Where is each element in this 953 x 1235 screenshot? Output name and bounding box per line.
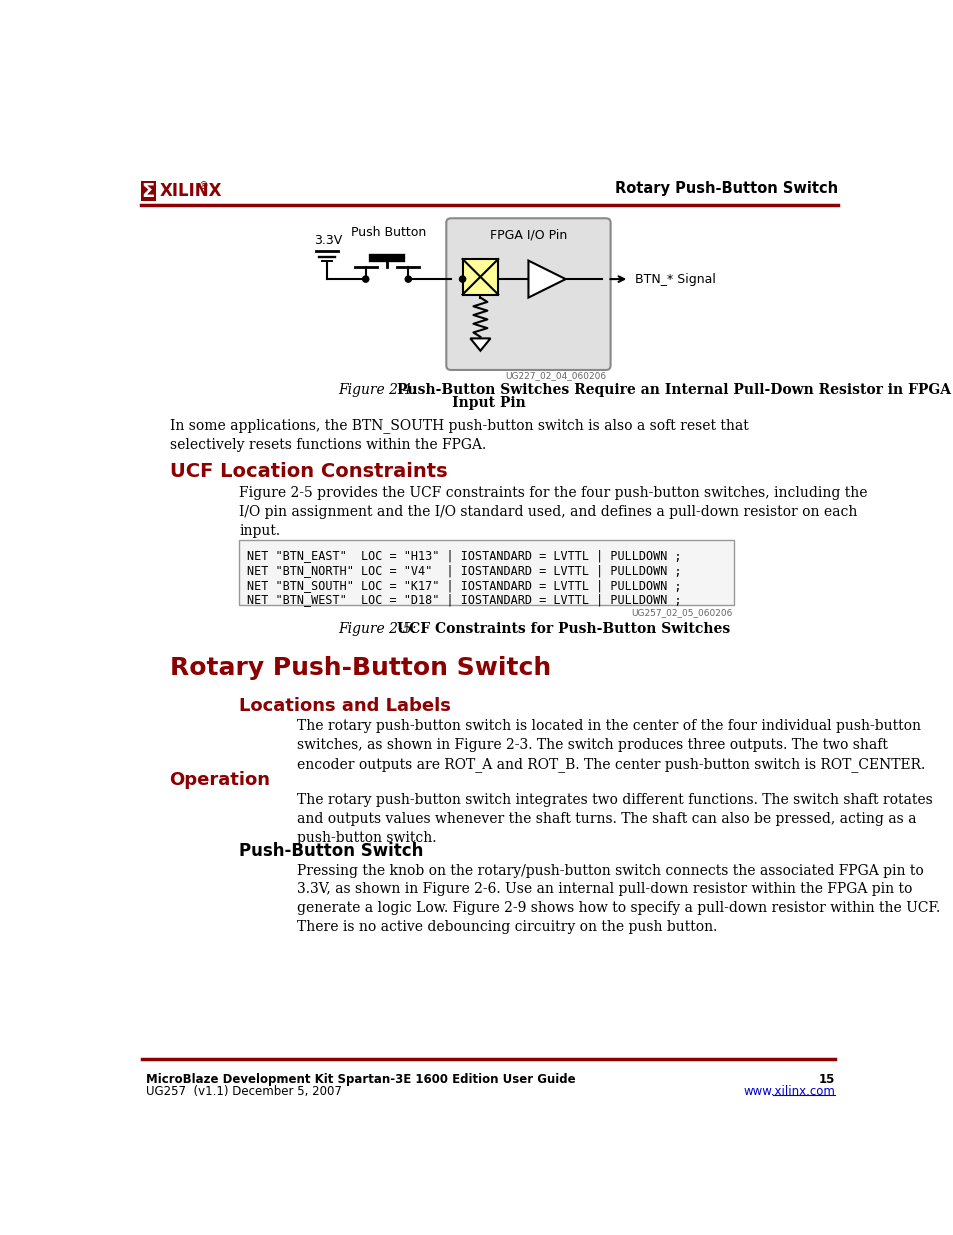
Bar: [239, 540, 733, 605]
Text: 15: 15: [818, 1073, 835, 1086]
Text: Rotary Push-Button Switch: Rotary Push-Button Switch: [615, 180, 838, 195]
Circle shape: [362, 275, 369, 282]
Text: Push Button: Push Button: [351, 226, 426, 240]
Text: XILINX: XILINX: [159, 182, 222, 200]
Text: UCF Constraints for Push-Button Switches: UCF Constraints for Push-Button Switches: [396, 621, 729, 636]
Text: NET "BTN_WEST"  LOC = "D18" | IOSTANDARD = LVTTL | PULLDOWN ;: NET "BTN_WEST" LOC = "D18" | IOSTANDARD …: [247, 593, 681, 606]
Text: 3.3V: 3.3V: [314, 235, 342, 247]
Text: www.xilinx.com: www.xilinx.com: [742, 1086, 835, 1098]
FancyBboxPatch shape: [446, 219, 610, 370]
Text: UCF Location Constraints: UCF Location Constraints: [170, 462, 447, 480]
Text: ®: ®: [199, 182, 209, 191]
Text: In some applications, the BTN_SOUTH push-button switch is also a soft reset that: In some applications, the BTN_SOUTH push…: [170, 419, 747, 452]
Text: FPGA I/O Pin: FPGA I/O Pin: [489, 228, 566, 242]
Text: BTN_* Signal: BTN_* Signal: [635, 273, 716, 285]
Text: Operation: Operation: [170, 771, 271, 789]
Text: NET "BTN_SOUTH" LOC = "K17" | IOSTANDARD = LVTTL | PULLDOWN ;: NET "BTN_SOUTH" LOC = "K17" | IOSTANDARD…: [247, 579, 681, 592]
Text: Input Pin: Input Pin: [452, 396, 525, 410]
Text: Pressing the knob on the rotary/push-button switch connects the associated FPGA : Pressing the knob on the rotary/push-but…: [297, 863, 940, 935]
Text: NET "BTN_NORTH" LOC = "V4"  | IOSTANDARD = LVTTL | PULLDOWN ;: NET "BTN_NORTH" LOC = "V4" | IOSTANDARD …: [247, 564, 681, 577]
Text: MicroBlaze Development Kit Spartan-3E 1600 Edition User Guide: MicroBlaze Development Kit Spartan-3E 16…: [146, 1073, 576, 1086]
Text: UG257_02_05_060206: UG257_02_05_060206: [630, 608, 732, 618]
Text: Push-Button Switches Require an Internal Pull-Down Resistor in FPGA: Push-Button Switches Require an Internal…: [396, 383, 950, 396]
Text: The rotary push-button switch is located in the center of the four individual pu: The rotary push-button switch is located…: [297, 719, 924, 772]
Bar: [462, 259, 497, 294]
Bar: [141, 180, 156, 200]
Text: The rotary push-button switch integrates two different functions. The switch sha: The rotary push-button switch integrates…: [297, 793, 932, 845]
Text: NET "BTN_EAST"  LOC = "H13" | IOSTANDARD = LVTTL | PULLDOWN ;: NET "BTN_EAST" LOC = "H13" | IOSTANDARD …: [247, 550, 681, 562]
Circle shape: [459, 275, 465, 282]
Polygon shape: [528, 261, 565, 298]
Text: Push-Button Switch: Push-Button Switch: [239, 842, 423, 860]
Text: Rotary Push-Button Switch: Rotary Push-Button Switch: [170, 656, 550, 679]
Text: Figure 2-4:: Figure 2-4:: [337, 383, 416, 396]
Text: UG227_02_04_060206: UG227_02_04_060206: [504, 372, 605, 380]
Text: Locations and Labels: Locations and Labels: [239, 698, 451, 715]
Text: UG257  (v1.1) December 5, 2007: UG257 (v1.1) December 5, 2007: [146, 1086, 342, 1098]
Text: Figure 2-5 provides the UCF constraints for the four push-button switches, inclu: Figure 2-5 provides the UCF constraints …: [239, 487, 867, 538]
Polygon shape: [470, 338, 490, 351]
Text: Figure 2-5:: Figure 2-5:: [337, 621, 416, 636]
Circle shape: [405, 275, 411, 282]
Text: Σ: Σ: [142, 182, 154, 201]
